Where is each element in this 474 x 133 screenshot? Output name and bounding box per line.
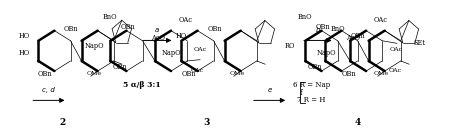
Text: OBn: OBn [208, 25, 222, 33]
Text: OAc: OAc [191, 68, 204, 73]
Text: AcO: AcO [151, 34, 165, 42]
Text: 5 α/β 3:1: 5 α/β 3:1 [123, 81, 161, 89]
Text: NapO: NapO [317, 49, 337, 57]
Text: OMe: OMe [87, 71, 102, 76]
Text: OMe: OMe [374, 71, 389, 76]
Text: OAc: OAc [179, 16, 193, 24]
Text: HO: HO [19, 49, 30, 57]
Text: AcO: AcO [346, 34, 360, 42]
Text: HO: HO [19, 32, 30, 40]
Text: OMe: OMe [229, 71, 245, 76]
Text: OBn: OBn [38, 70, 53, 78]
Text: c, d: c, d [43, 87, 55, 93]
Text: OBn: OBn [316, 23, 330, 31]
Text: HO: HO [176, 32, 187, 40]
Text: 6 R = Nap: 6 R = Nap [293, 81, 330, 89]
Text: OAc: OAc [388, 68, 401, 73]
Text: OBn: OBn [350, 32, 365, 40]
Text: OBn: OBn [341, 70, 356, 78]
Text: NapO: NapO [84, 42, 104, 50]
Text: 2: 2 [60, 118, 66, 127]
Text: BnO: BnO [298, 13, 312, 21]
Text: OBn: OBn [308, 63, 322, 70]
Text: a: a [155, 27, 159, 33]
Text: f: f [299, 89, 302, 97]
Text: OBn: OBn [113, 63, 127, 70]
Text: 7 R = H: 7 R = H [297, 96, 326, 104]
Text: RO: RO [284, 42, 295, 50]
Text: BnO: BnO [331, 25, 346, 33]
Text: SEt: SEt [413, 39, 426, 47]
Text: OBn: OBn [120, 23, 135, 31]
Text: e: e [267, 87, 272, 93]
Text: OBn: OBn [64, 25, 79, 33]
Text: OAc: OAc [390, 47, 403, 52]
Text: 3: 3 [204, 118, 210, 127]
Text: OAc: OAc [374, 16, 388, 24]
Text: 4: 4 [355, 118, 361, 127]
Text: OBn: OBn [182, 70, 196, 78]
Text: OAc: OAc [193, 47, 206, 52]
Text: BnO: BnO [103, 13, 118, 21]
Text: NapO: NapO [161, 49, 181, 57]
Text: b: b [316, 27, 320, 33]
